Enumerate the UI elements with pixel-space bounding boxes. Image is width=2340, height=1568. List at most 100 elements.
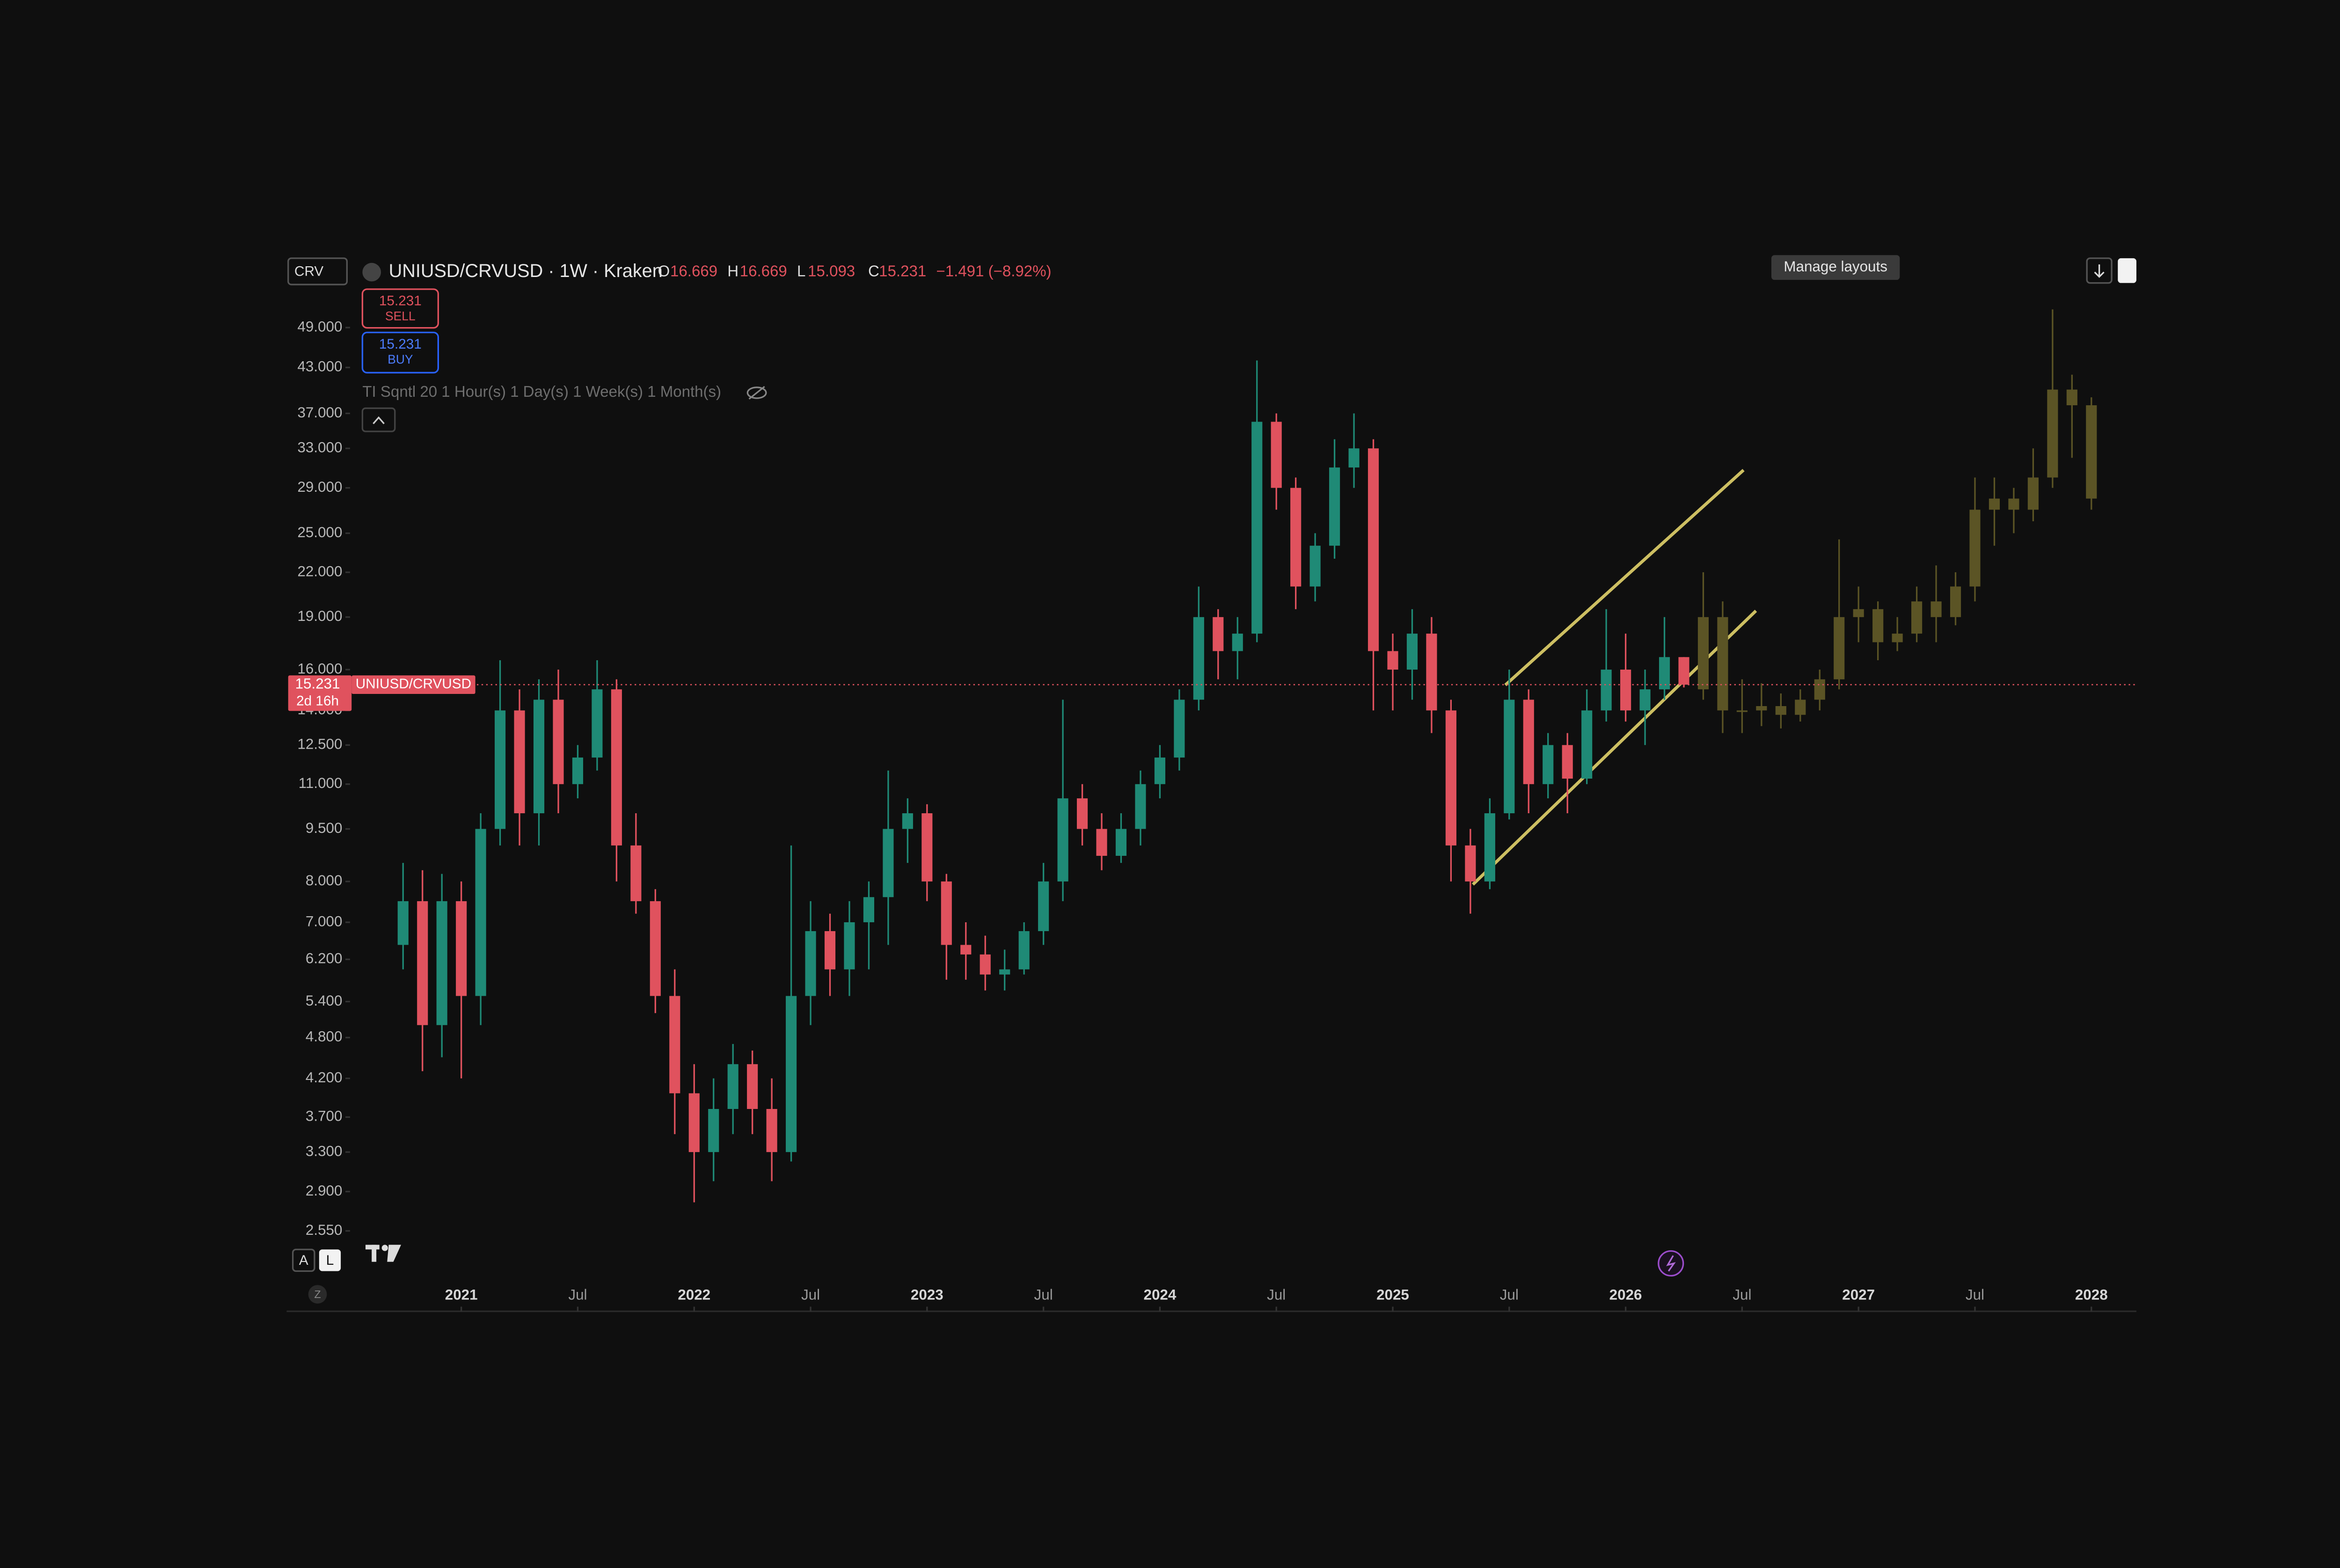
candle-body — [1853, 609, 1864, 617]
symbol-search-text[interactable]: CRV — [294, 263, 323, 279]
y-tick-label: 22.000 — [297, 563, 342, 579]
x-tick-label: 2024 — [1144, 1287, 1177, 1303]
ohlc-key: L — [797, 263, 805, 280]
zoom-label[interactable]: Z — [314, 1288, 321, 1300]
candle-body — [495, 710, 506, 829]
x-tick-label: 2027 — [1842, 1287, 1875, 1303]
candle-body — [1911, 601, 1923, 634]
ohlc-value: 15.093 — [808, 263, 855, 280]
sell-label[interactable]: SELL — [385, 309, 416, 323]
logo-part — [387, 1245, 402, 1262]
candle-body — [1232, 634, 1243, 651]
candle-body — [553, 700, 564, 784]
candle-body — [921, 813, 933, 882]
price-label: 15.231 — [295, 676, 340, 692]
candle-body — [1174, 700, 1185, 758]
ohlc-value: 16.669 — [740, 263, 787, 280]
candle-body — [1251, 422, 1263, 634]
y-tick-label: 11.000 — [299, 775, 343, 791]
scale-l[interactable]: L — [326, 1253, 334, 1268]
trend-line-lower — [1471, 609, 1757, 886]
layout-button[interactable] — [2118, 258, 2136, 283]
candle-body — [1523, 700, 1534, 784]
candle-body — [1018, 931, 1030, 970]
candle-body — [611, 689, 622, 846]
candle-body — [1814, 679, 1825, 700]
candle-body — [1076, 798, 1088, 829]
candle-body — [436, 901, 447, 1025]
candle-body — [1135, 784, 1146, 829]
candle-body — [1348, 448, 1360, 468]
candle-body — [650, 901, 661, 996]
y-tick-label: 33.000 — [297, 439, 342, 456]
symbol-search[interactable] — [287, 257, 348, 285]
candle-body — [766, 1109, 777, 1152]
candle-body — [1659, 657, 1670, 690]
candle-body — [1154, 757, 1165, 784]
candle-body — [1639, 689, 1651, 711]
candle-body — [1756, 706, 1767, 711]
buy-label[interactable]: BUY — [388, 352, 413, 366]
sell-button[interactable] — [361, 288, 439, 329]
candle-body — [2086, 405, 2097, 499]
candle-body — [883, 829, 894, 897]
buy-button[interactable] — [361, 331, 439, 374]
ohlc-key: O — [658, 263, 670, 280]
candle-body — [1717, 617, 1728, 711]
eye-icon[interactable] — [746, 387, 767, 399]
symbol-label-box — [351, 675, 475, 694]
candle-body — [1736, 710, 1748, 712]
candle-body — [1426, 634, 1437, 711]
candle-body — [1834, 617, 1845, 679]
candle-body — [805, 931, 816, 996]
y-tick-label: 4.800 — [306, 1028, 343, 1045]
candle-body — [941, 881, 952, 945]
candle-body — [1484, 813, 1495, 882]
candle-body — [1193, 617, 1204, 700]
ohlc-value: 15.231 — [879, 263, 926, 280]
candle-body — [1562, 745, 1573, 779]
candle-body — [1504, 700, 1515, 814]
candle-body — [1601, 670, 1612, 711]
candle-body — [1367, 448, 1379, 651]
candle-body — [999, 969, 1010, 975]
candle-body — [1989, 498, 2000, 510]
candle-body — [1038, 881, 1049, 931]
candle-body — [533, 700, 545, 814]
candle-body — [1329, 467, 1340, 546]
candle-body — [1271, 422, 1282, 488]
zoom-button[interactable] — [308, 1285, 327, 1304]
candle-body — [1213, 617, 1224, 651]
collapse-button[interactable] — [361, 407, 396, 432]
change: −1.491 (−8.92%) — [936, 263, 1051, 280]
logo-part — [372, 1245, 377, 1262]
y-tick-label: 25.000 — [297, 524, 342, 540]
scale-a-button[interactable] — [292, 1248, 315, 1272]
sell-price[interactable]: 15.231 — [379, 293, 422, 308]
candle-body — [747, 1064, 758, 1109]
symbol-title: UNIUSD/CRVUSD · 1W · Kraken — [389, 261, 663, 281]
scale-l-button[interactable] — [319, 1249, 341, 1271]
y-tick-label: 8.000 — [306, 872, 343, 889]
candle-body — [1465, 845, 1476, 882]
x-tick-label: 2023 — [911, 1287, 943, 1303]
y-tick-label: 4.200 — [306, 1069, 343, 1086]
candle-body — [1950, 586, 1961, 617]
candle-body — [708, 1109, 719, 1152]
candle-body — [863, 897, 875, 922]
y-tick-label: 9.500 — [306, 820, 343, 836]
scale-a[interactable]: A — [299, 1253, 308, 1268]
y-tick-label: 3.700 — [306, 1108, 343, 1124]
candle-body — [417, 901, 428, 1025]
y-tick-label: 3.300 — [306, 1143, 343, 1159]
tradingview-logo — [366, 1245, 402, 1262]
manage-layouts[interactable]: Manage layouts — [1784, 258, 1887, 275]
y-tick-label: 19.000 — [297, 608, 342, 624]
lightning-icon — [1666, 1255, 1676, 1272]
buy-price[interactable]: 15.231 — [379, 336, 422, 352]
candle-body — [2008, 498, 2019, 510]
ohlc-value: 16.669 — [670, 263, 717, 280]
y-tick-label: 16.000 — [297, 660, 342, 677]
